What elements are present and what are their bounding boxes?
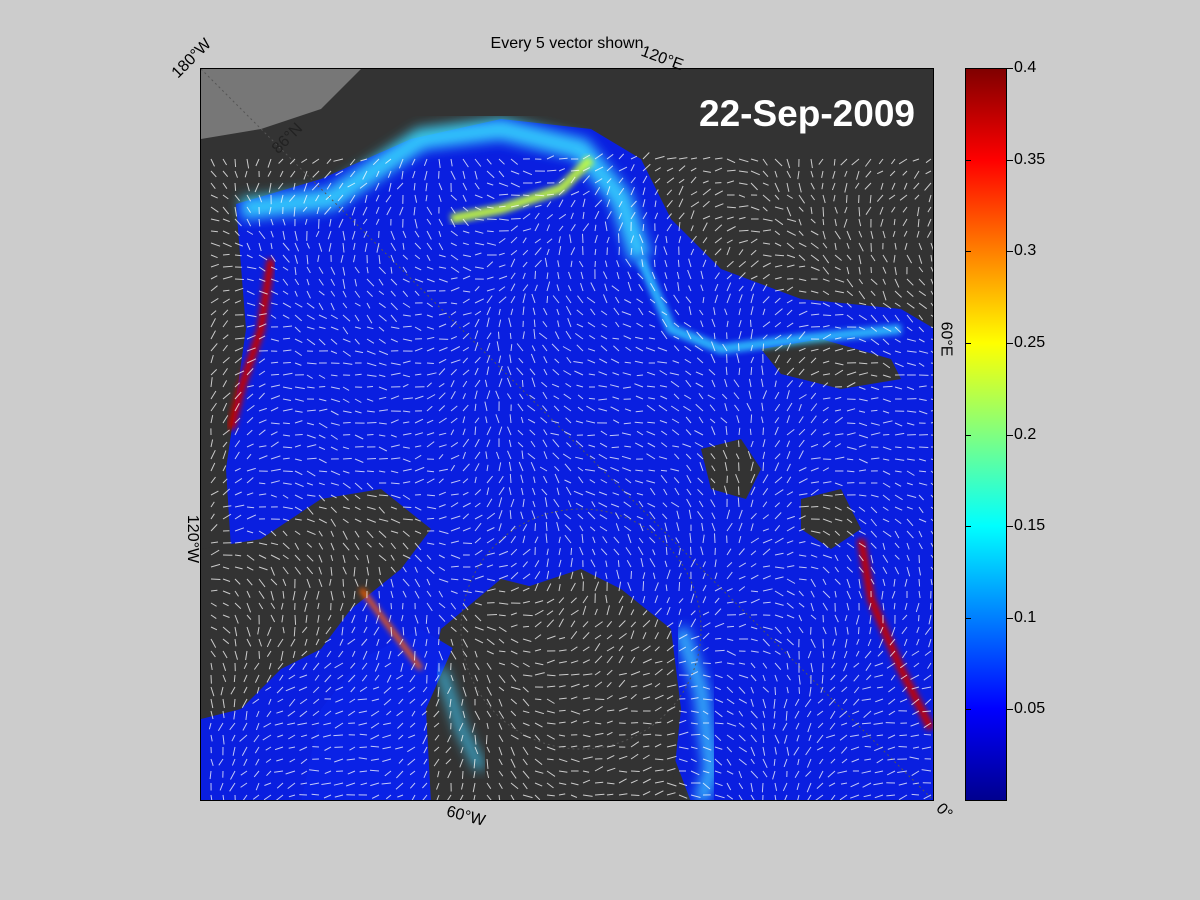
kara-band <box>636 257 902 355</box>
canadian-archipelago <box>201 489 431 719</box>
colorbar-tick <box>1007 159 1013 161</box>
barents-edge-band <box>857 538 933 731</box>
colorbar-tick-label: 0.35 <box>1014 150 1046 168</box>
arctic-ocean <box>201 119 933 800</box>
colorbar-tick <box>965 617 971 619</box>
siberian-shelf-band <box>239 117 652 263</box>
velocity-vector-set <box>208 152 933 800</box>
colorbar-tick <box>1007 434 1013 436</box>
colorbar-tick-label: 0.1 <box>1014 608 1037 626</box>
plot-title: Every 5 vector shown <box>490 35 644 52</box>
colorbar-tick <box>965 68 971 69</box>
colorbar-tick-label: 0.15 <box>1014 517 1046 535</box>
colorbar-tick <box>1007 526 1013 528</box>
colorbar-tick <box>965 526 971 528</box>
severnaya-zemlya <box>801 489 861 549</box>
colorbar-tick-label: 0.05 <box>1014 700 1046 718</box>
date-label: 22-Sep-2009 <box>699 93 915 134</box>
colorbar-tick-label: 0.4 <box>1014 59 1037 76</box>
colorbar-tick-label: 0.2 <box>1014 425 1037 443</box>
colorbar-tick <box>965 342 971 344</box>
colorbar-tick <box>1007 342 1013 344</box>
lon-label-60e: 60°E <box>937 321 955 357</box>
velocity-vectors <box>208 152 933 800</box>
colorbar-tick <box>1007 617 1013 619</box>
colorbar-tick <box>965 434 971 436</box>
graticule-circle <box>460 508 702 750</box>
colorbar <box>965 68 1007 801</box>
colorbar-tick <box>965 709 971 711</box>
colorbar-tick <box>965 251 971 253</box>
colorbar-tick <box>965 159 971 161</box>
lon-label-0: 0° <box>932 800 956 824</box>
greenland <box>426 569 681 800</box>
colorbar-tick <box>1007 68 1013 69</box>
franz-josef-land <box>761 339 901 389</box>
baffin-band <box>436 667 486 772</box>
ice-cap-shading <box>201 69 361 139</box>
colorbar-tick <box>1007 709 1013 711</box>
map-panel: 22-Sep-2009 <box>200 68 934 801</box>
colorbar-tick <box>1007 251 1013 253</box>
lon-label-120w: 120°W <box>184 514 202 564</box>
svalbard <box>701 439 761 499</box>
sea-ice-velocity-map <box>201 69 933 800</box>
colorbar-tick-label: 0.3 <box>1014 242 1037 260</box>
colorbar-tick-label: 0.25 <box>1014 333 1046 351</box>
lon-label-60w: 60°W <box>444 803 487 830</box>
laptev-high-band <box>450 155 595 224</box>
